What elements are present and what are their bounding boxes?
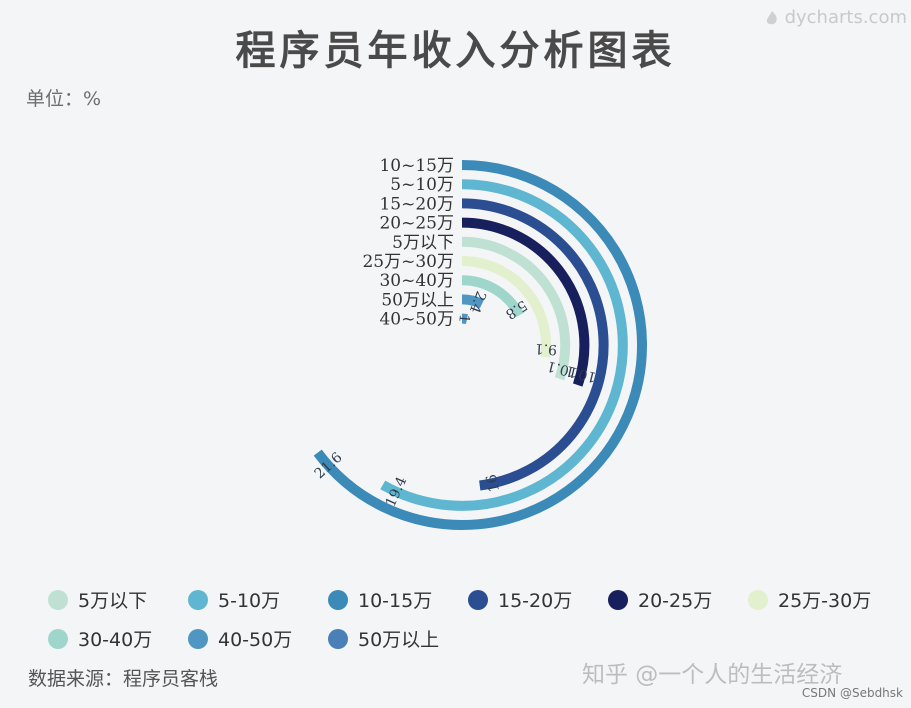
legend-label: 40-50万 [218,629,293,651]
legend-item[interactable]: 20-25万 [608,586,748,613]
category-label: 25万~30万 [362,252,454,272]
radial-bar-5万以下 [461,236,571,381]
legend-item[interactable]: 30-40万 [48,625,188,652]
legend: 5万以下 5-10万 10-15万 15-20万 20-25万 25万-30万 30-40万… [48,586,898,652]
legend-label: 25万-30万 [778,590,872,612]
radial-bar-chart: 10~15万21.65~10万19.415~20万1620~25万10.15万以… [312,156,647,530]
value-label: 2.4 [466,289,489,316]
category-label: 20~25万 [379,214,454,234]
legend-item[interactable]: 25万-30万 [748,586,888,613]
value-label: 16 [484,473,503,494]
brand-text: dycharts.com [784,7,907,28]
legend-item[interactable]: 5-10万 [188,586,328,613]
category-label: 15~20万 [379,194,454,214]
legend-label: 5-10万 [218,590,281,612]
unit-label: 单位：% [26,88,102,110]
value-label: 9.1 [534,340,557,357]
radial-bar-25万-30万 [461,256,551,358]
legend-label: 30-40万 [78,629,153,651]
category-label: 30~40万 [379,271,454,291]
category-label: 10~15万 [379,156,454,176]
value-label: 10.1 [564,362,598,385]
legend-swatch [328,589,348,610]
legend-label: 50万以上 [358,629,440,651]
dycharts-logo-icon [766,10,777,24]
data-source: 数据来源：程序员客栈 [28,668,219,690]
radial-bar-20-25万 [461,217,590,387]
zhihu-watermark: 知乎 @一个人的生活经济 [582,662,843,688]
legend-swatch [748,589,768,610]
radial-bar-5-10万 [380,179,628,511]
legend-swatch [608,589,628,610]
legend-item[interactable]: 15-20万 [468,586,608,613]
category-label: 40~50万 [379,310,454,330]
value-label: 10.1 [545,357,579,380]
legend-item[interactable]: 50万以上 [328,625,468,652]
category-label: 5万以下 [392,233,454,253]
value-label: 1 [455,313,472,323]
legend-label: 15-20万 [498,590,573,612]
radial-bar-10-15万 [313,160,647,530]
category-label: 5~10万 [390,175,454,195]
radial-bar-15-20万 [461,198,609,491]
legend-label: 20-25万 [638,590,713,612]
radial-bar-50万以上 [461,294,485,309]
legend-item[interactable]: 5万以下 [48,586,188,613]
legend-swatch [48,589,68,610]
chart-title: 程序员年收入分析图表 [235,27,676,74]
legend-swatch [188,628,208,649]
legend-label: 5万以下 [78,590,148,612]
legend-swatch [188,589,208,610]
legend-swatch [468,589,488,610]
legend-item[interactable]: 40-50万 [188,625,328,652]
legend-swatch [48,628,68,649]
legend-swatch [328,628,348,649]
radial-bar-30-40万 [461,275,524,318]
legend-item[interactable]: 10-15万 [328,586,468,613]
legend-label: 10-15万 [358,590,433,612]
brand-watermark: dycharts.com [763,7,907,28]
category-label: 50万以上 [381,290,454,310]
csdn-credit: CSDN @Sebdhsk [801,686,903,700]
